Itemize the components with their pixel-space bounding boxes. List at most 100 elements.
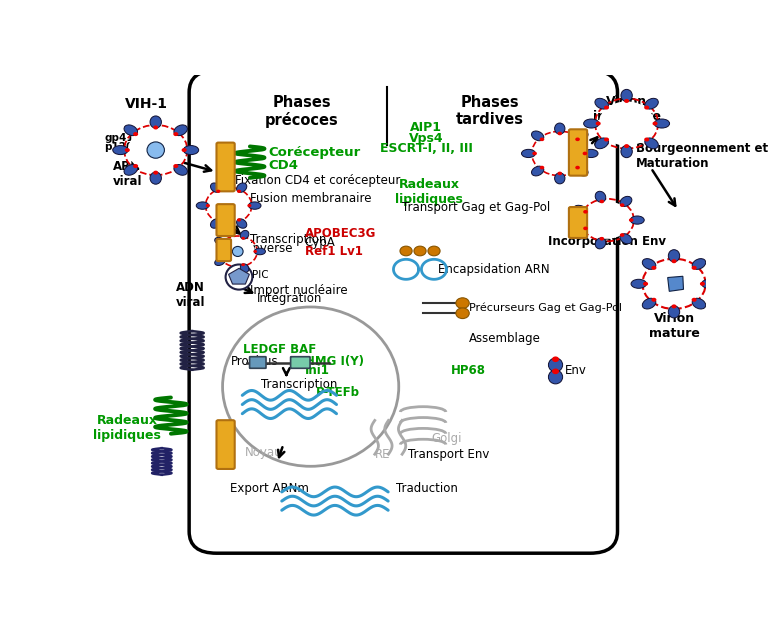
Ellipse shape	[183, 145, 198, 155]
Text: Noyau: Noyau	[245, 446, 283, 460]
Circle shape	[620, 203, 625, 207]
Circle shape	[400, 246, 412, 256]
Circle shape	[153, 171, 158, 175]
Ellipse shape	[549, 358, 563, 372]
Ellipse shape	[237, 219, 247, 228]
Text: APOBEC3G: APOBEC3G	[305, 227, 376, 240]
Circle shape	[671, 304, 677, 308]
Text: PIC: PIC	[252, 270, 268, 280]
Ellipse shape	[240, 230, 249, 239]
Text: Radeaux
lipidiques: Radeaux lipidiques	[395, 178, 463, 206]
Text: HMG I(Y): HMG I(Y)	[305, 355, 364, 368]
Text: Transcription: Transcription	[250, 233, 326, 246]
Text: Assemblage: Assemblage	[469, 332, 540, 345]
FancyBboxPatch shape	[216, 204, 234, 236]
Ellipse shape	[150, 172, 162, 184]
Circle shape	[222, 258, 226, 261]
Ellipse shape	[210, 219, 220, 228]
Circle shape	[596, 122, 601, 125]
FancyBboxPatch shape	[569, 207, 587, 238]
FancyBboxPatch shape	[216, 420, 234, 469]
Ellipse shape	[668, 306, 680, 318]
Circle shape	[624, 144, 629, 148]
Ellipse shape	[621, 145, 632, 157]
Ellipse shape	[644, 98, 659, 109]
Ellipse shape	[621, 90, 632, 102]
Circle shape	[644, 137, 649, 142]
Circle shape	[125, 148, 130, 152]
Circle shape	[691, 266, 697, 270]
Text: Encapsidation ARN: Encapsidation ARN	[438, 263, 550, 276]
Text: Ref1 Lv1: Ref1 Lv1	[305, 245, 362, 258]
Circle shape	[583, 210, 588, 214]
Polygon shape	[668, 277, 684, 292]
Circle shape	[599, 102, 655, 145]
Ellipse shape	[147, 142, 165, 158]
Text: Ini1: Ini1	[305, 364, 329, 377]
Ellipse shape	[150, 116, 162, 128]
Ellipse shape	[237, 183, 247, 192]
Text: Phases
précoces: Phases précoces	[265, 95, 339, 128]
Circle shape	[691, 298, 697, 302]
Circle shape	[216, 189, 220, 193]
Ellipse shape	[644, 138, 659, 149]
Circle shape	[552, 356, 559, 362]
Text: CypA: CypA	[305, 236, 336, 250]
Text: Import nucléaire: Import nucléaire	[250, 283, 347, 297]
Ellipse shape	[174, 125, 187, 135]
Circle shape	[414, 246, 426, 256]
Ellipse shape	[642, 298, 656, 309]
Circle shape	[671, 259, 677, 263]
Circle shape	[216, 218, 220, 221]
Ellipse shape	[254, 248, 266, 255]
Circle shape	[575, 137, 580, 141]
Ellipse shape	[124, 164, 137, 176]
FancyBboxPatch shape	[216, 239, 231, 261]
Ellipse shape	[668, 250, 680, 262]
Circle shape	[456, 298, 470, 308]
Text: Traduction: Traduction	[396, 483, 458, 495]
FancyBboxPatch shape	[291, 357, 310, 368]
Circle shape	[652, 298, 656, 302]
Circle shape	[253, 250, 257, 253]
Ellipse shape	[631, 279, 647, 288]
Text: Transcription: Transcription	[261, 377, 337, 391]
Ellipse shape	[583, 119, 599, 128]
Text: HP68: HP68	[450, 364, 485, 377]
Text: Fusion membranaire: Fusion membranaire	[250, 192, 372, 205]
Circle shape	[604, 105, 609, 110]
Ellipse shape	[554, 173, 565, 184]
Circle shape	[652, 122, 658, 125]
Ellipse shape	[573, 226, 586, 235]
Text: Provirus: Provirus	[230, 355, 278, 368]
Ellipse shape	[223, 307, 399, 466]
Ellipse shape	[215, 258, 225, 265]
FancyBboxPatch shape	[249, 357, 266, 368]
Circle shape	[646, 261, 702, 306]
Circle shape	[539, 166, 544, 169]
Text: Intégration: Intégration	[257, 292, 322, 305]
Ellipse shape	[573, 205, 586, 214]
Text: Précurseurs Gag et Gag-Pol: Précurseurs Gag et Gag-Pol	[469, 303, 622, 314]
Circle shape	[456, 308, 470, 319]
Circle shape	[247, 204, 252, 208]
Ellipse shape	[642, 258, 656, 270]
Circle shape	[644, 105, 649, 110]
Circle shape	[583, 152, 587, 155]
Text: Golgi: Golgi	[431, 432, 462, 445]
Text: Fixation CD4 et corécepteur: Fixation CD4 et corécepteur	[234, 174, 400, 187]
Ellipse shape	[532, 166, 544, 176]
Text: VIH-1: VIH-1	[125, 97, 168, 111]
Text: inverse: inverse	[250, 241, 293, 255]
Text: ADN
viral: ADN viral	[176, 281, 205, 309]
Text: p120: p120	[104, 142, 148, 152]
Ellipse shape	[575, 166, 588, 176]
Text: Export ARNm: Export ARNm	[230, 483, 310, 495]
Circle shape	[153, 125, 158, 130]
FancyBboxPatch shape	[189, 70, 618, 553]
Polygon shape	[229, 268, 249, 284]
Circle shape	[532, 152, 537, 155]
Ellipse shape	[249, 202, 261, 209]
Ellipse shape	[113, 145, 128, 155]
Circle shape	[535, 134, 584, 173]
